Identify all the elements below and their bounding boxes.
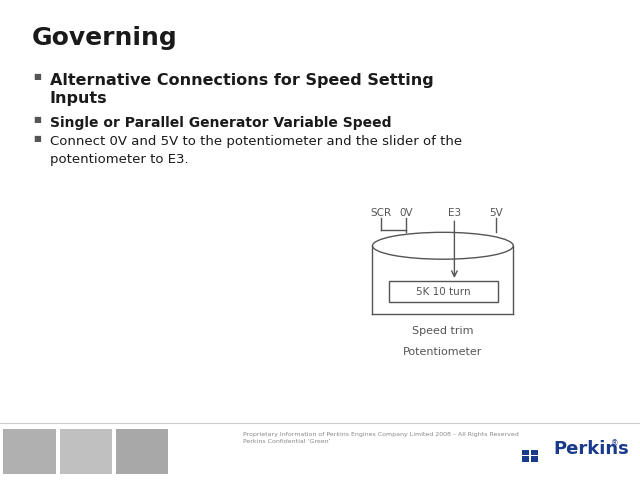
Text: Governing: Governing — [32, 26, 178, 50]
Text: ■: ■ — [33, 72, 41, 81]
Text: ■: ■ — [33, 134, 41, 143]
Text: E3: E3 — [448, 208, 461, 218]
Text: 0V: 0V — [399, 208, 413, 218]
Text: Inputs: Inputs — [50, 91, 108, 106]
Text: 5K 10 turn: 5K 10 turn — [416, 287, 471, 297]
Text: Speed trim: Speed trim — [412, 326, 474, 336]
Text: Connect 0V and 5V to the potentiometer and the slider of the: Connect 0V and 5V to the potentiometer a… — [50, 135, 462, 148]
Bar — [531, 456, 538, 462]
Text: SCR: SCR — [370, 208, 392, 218]
Text: potentiometer to E3.: potentiometer to E3. — [50, 153, 189, 166]
Text: 5V: 5V — [489, 208, 503, 218]
Text: ■: ■ — [33, 115, 41, 123]
Text: ®: ® — [611, 439, 619, 448]
Bar — [389, 281, 498, 302]
Bar — [116, 429, 168, 474]
Bar — [531, 450, 538, 455]
Bar — [3, 429, 56, 474]
Bar — [522, 450, 529, 455]
Text: Single or Parallel Generator Variable Speed: Single or Parallel Generator Variable Sp… — [50, 116, 392, 130]
Bar — [522, 456, 529, 462]
Text: Alternative Connections for Speed Setting: Alternative Connections for Speed Settin… — [50, 73, 434, 88]
Text: Potentiometer: Potentiometer — [403, 347, 483, 357]
Text: Proprietary Information of Perkins Engines Company Limited 2008 – All Rights Res: Proprietary Information of Perkins Engin… — [243, 432, 519, 444]
Text: Perkins: Perkins — [554, 440, 629, 458]
Bar — [60, 429, 112, 474]
